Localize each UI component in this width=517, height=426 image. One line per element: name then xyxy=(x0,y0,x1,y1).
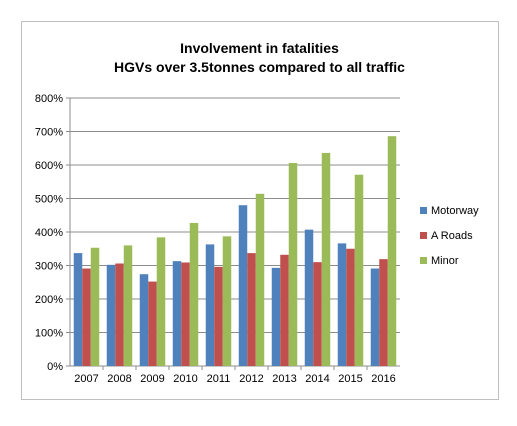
bar-a-roads xyxy=(214,266,223,366)
y-tick-label: 500% xyxy=(35,194,63,206)
y-tick-label: 0% xyxy=(47,361,63,373)
x-tick-label: 2010 xyxy=(173,373,197,385)
chart-title-line-1: Involvement in fatalities xyxy=(180,40,339,56)
bar-a-roads xyxy=(148,281,157,366)
legend-label: A Roads xyxy=(431,230,473,242)
bar-a-roads xyxy=(379,259,388,366)
x-tick-label: 2012 xyxy=(239,373,263,385)
y-tick-label: 400% xyxy=(35,227,63,239)
bar-minor xyxy=(288,162,298,366)
x-tick-label: 2008 xyxy=(107,373,131,385)
x-tick-label: 2009 xyxy=(140,373,164,385)
bar-minor xyxy=(156,237,166,366)
legend-label: Motorway xyxy=(431,205,479,217)
chart-title: Involvement in fatalities HGVs over 3.5t… xyxy=(22,39,497,77)
x-tick-label: 2016 xyxy=(371,373,395,385)
y-tick-label: 800% xyxy=(35,93,63,105)
y-tick-label: 300% xyxy=(35,261,63,273)
bar-minor xyxy=(222,236,232,366)
bar-minor xyxy=(387,136,397,366)
bar-a-roads xyxy=(82,268,91,366)
legend-swatch xyxy=(420,207,427,214)
bar-chart: 0% 100% 200% 300% 400% 500% 600% 700% 800% 2007 20… xyxy=(35,93,479,385)
bar-a-roads xyxy=(115,263,124,366)
legend-swatch xyxy=(420,232,427,239)
x-tick-label: 2015 xyxy=(338,373,362,385)
bar-motorway xyxy=(106,264,116,366)
bar-minor xyxy=(90,247,100,366)
bar-minor xyxy=(321,152,331,366)
bar-motorway xyxy=(271,267,281,366)
x-tick-label: 2014 xyxy=(305,373,329,385)
bar-motorway xyxy=(304,229,314,366)
bar-minor xyxy=(189,222,199,366)
bar-minor xyxy=(354,174,364,366)
bar-motorway xyxy=(205,244,215,366)
bar-a-roads xyxy=(247,253,256,366)
bar-a-roads xyxy=(346,248,355,366)
bar-motorway xyxy=(238,205,248,366)
y-tick-label: 200% xyxy=(35,294,63,306)
bar-motorway xyxy=(139,274,149,366)
x-tick-label: 2007 xyxy=(74,373,98,385)
y-tick-label: 700% xyxy=(35,127,63,139)
y-tick-label: 600% xyxy=(35,160,63,172)
bar-minor xyxy=(123,245,133,366)
x-tick-label: 2013 xyxy=(272,373,296,385)
y-tick-label: 100% xyxy=(35,328,63,340)
bar-minor xyxy=(255,193,265,366)
bar-motorway xyxy=(337,243,347,366)
bar-a-roads xyxy=(313,262,322,366)
bar-motorway xyxy=(370,268,380,366)
bar-a-roads xyxy=(181,262,190,366)
chart-frame: Involvement in fatalities HGVs over 3.5t… xyxy=(21,21,499,400)
bar-motorway xyxy=(73,253,83,366)
x-tick-label: 2011 xyxy=(207,373,231,385)
legend-swatch xyxy=(420,257,427,264)
bar-a-roads xyxy=(280,254,289,366)
bar-motorway xyxy=(172,261,182,366)
legend-label: Minor xyxy=(431,255,459,267)
chart-title-line-2: HGVs over 3.5tonnes compared to all traf… xyxy=(114,59,405,75)
